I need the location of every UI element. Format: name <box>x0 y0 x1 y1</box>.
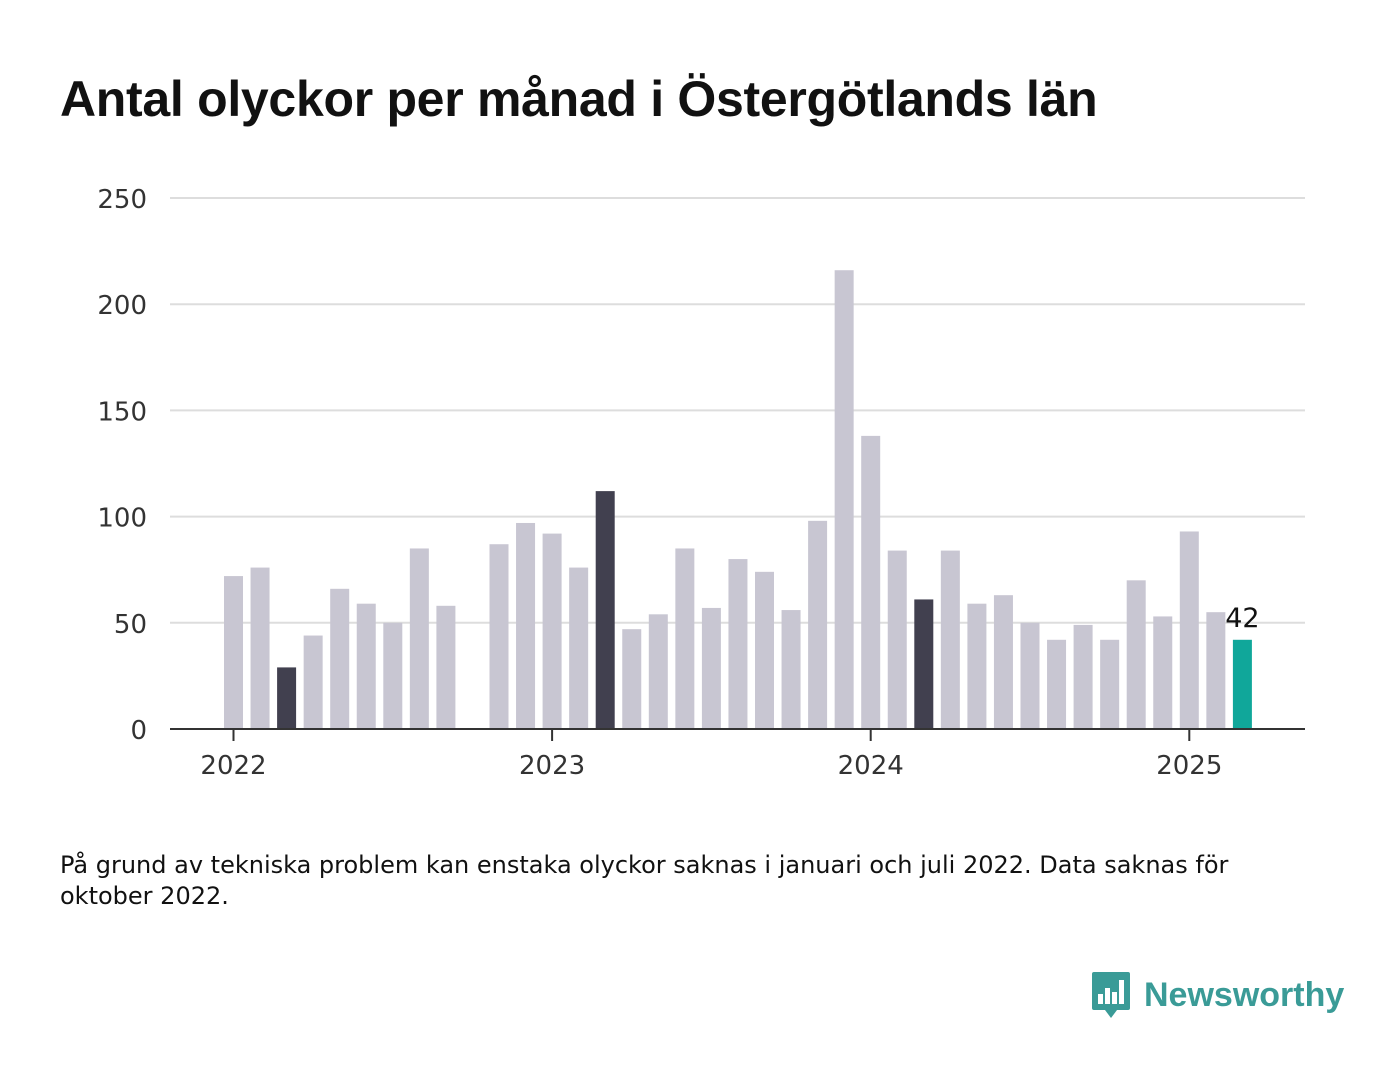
annotations: 42 <box>1225 603 1259 634</box>
bar-2023-02 <box>569 567 589 729</box>
bar-2023-09 <box>755 571 774 729</box>
data-label: 42 <box>1225 603 1259 634</box>
bar-2022-04 <box>303 635 323 729</box>
bar-2022-05 <box>330 588 350 729</box>
x-tick-label: 2023 <box>519 751 585 781</box>
bar-2024-09 <box>1073 624 1093 729</box>
bar-chart: 0 50 100 150 200 250 2022 2023 2024 2025 42 <box>97 185 1305 781</box>
y-tick-label: 0 <box>130 716 147 746</box>
brand-logo[interactable]: Newsworthy <box>1090 970 1344 1020</box>
bar-2024-01 <box>861 435 881 729</box>
bar-chart-speech-bubble-icon <box>1092 972 1130 1018</box>
y-tick-label: 100 <box>97 504 147 534</box>
bar-2024-02 <box>887 550 907 729</box>
bar-2023-06 <box>675 548 695 729</box>
bar-2024-11 <box>1126 580 1146 729</box>
y-tick-label: 200 <box>97 291 147 321</box>
bar-2025-03 <box>1232 639 1252 729</box>
bar-2023-08 <box>728 559 748 729</box>
x-axis: 2022 2023 2024 2025 <box>170 728 1305 781</box>
x-tick-label: 2022 <box>200 751 266 781</box>
bar-2023-11 <box>808 520 828 729</box>
bar-2022-08 <box>409 548 429 729</box>
bar-2022-11 <box>489 544 509 729</box>
bar-2024-07 <box>1020 622 1040 729</box>
bar-2024-10 <box>1100 639 1120 729</box>
y-tick-label: 250 <box>97 185 147 215</box>
y-tick-label: 150 <box>97 397 147 427</box>
bar-2023-01 <box>542 533 562 729</box>
bar-2024-12 <box>1153 616 1173 729</box>
bar-2024-05 <box>967 603 987 729</box>
bar-2024-06 <box>993 595 1013 729</box>
bar-2022-01 <box>224 576 243 729</box>
bar-2022-06 <box>356 603 376 729</box>
bar-2023-03 <box>595 491 615 729</box>
bar-2022-03 <box>277 667 297 729</box>
bar-2023-05 <box>648 614 668 729</box>
chart-title: Antal olyckor per månad i Östergötlands … <box>60 71 1098 127</box>
bar-2022-09 <box>436 605 456 729</box>
x-tick-label: 2024 <box>838 751 904 781</box>
bars <box>224 270 1252 729</box>
bar-2022-07 <box>383 622 403 729</box>
bar-2023-10 <box>781 610 801 729</box>
y-axis-tick-labels: 0 50 100 150 200 250 <box>97 185 147 746</box>
bar-2024-03 <box>914 599 934 729</box>
brand-name: Newsworthy <box>1144 975 1345 1014</box>
bar-2023-07 <box>701 607 721 729</box>
y-tick-label: 50 <box>114 610 147 640</box>
footnote: På grund av tekniska problem kan enstaka… <box>60 851 1229 910</box>
bar-2023-12 <box>834 270 854 729</box>
bar-2023-04 <box>622 629 642 729</box>
bar-2025-02 <box>1206 612 1226 729</box>
bar-2022-12 <box>516 522 536 729</box>
bar-2025-01 <box>1179 531 1199 729</box>
bar-2024-04 <box>940 550 960 729</box>
bar-2022-02 <box>250 567 270 729</box>
x-tick-label: 2025 <box>1156 751 1222 781</box>
bar-2024-08 <box>1047 639 1067 729</box>
